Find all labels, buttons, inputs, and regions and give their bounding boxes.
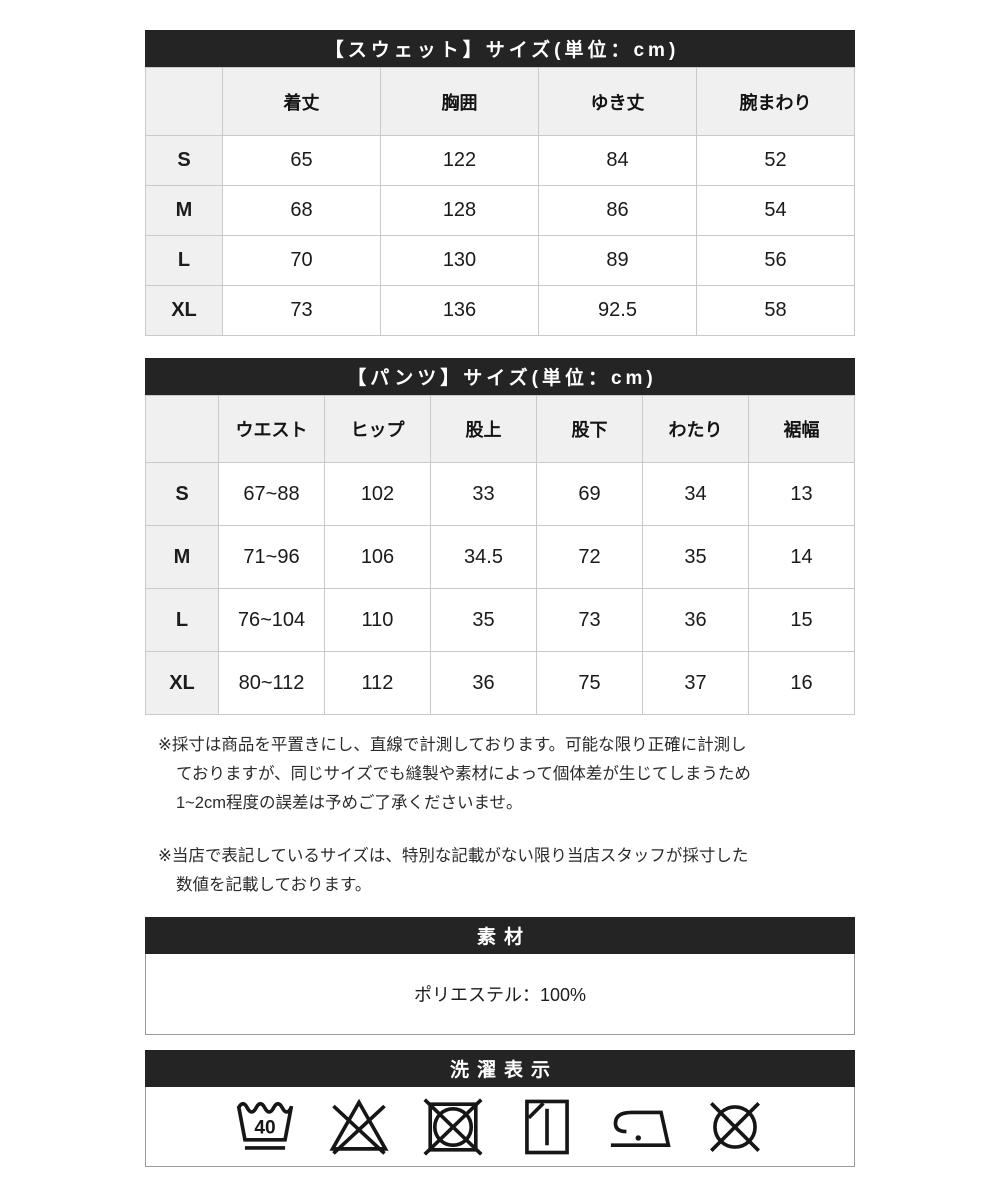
size-value: 13 [748,462,855,526]
size-row-label: L [145,235,223,286]
material-section: 素材 ポリエステル：100% [145,917,855,1035]
size-value: 67~88 [218,462,325,526]
size-value: 110 [324,588,431,652]
size-value: 102 [324,462,431,526]
size-value: 76~104 [218,588,325,652]
size-value: 136 [380,285,539,336]
size-value: 69 [536,462,643,526]
column-header: 胸囲 [380,67,539,136]
measurement-note-1: ※採寸は商品を平置きにし、直線で計測しております。可能な限り正確に計測し ており… [158,731,855,818]
size-value: 106 [324,525,431,589]
column-header: ゆき丈 [538,67,697,136]
sweat-size-section: 【スウェット】サイズ(単位：cm) 着丈 胸囲 ゆき丈 腕まわり S 65 [145,30,855,336]
size-value: 58 [696,285,855,336]
iron-low-heat-icon [608,1096,674,1158]
size-row-label: S [145,135,223,186]
size-value: 71~96 [218,525,325,589]
sweat-header-row: 着丈 胸囲 ゆき丈 腕まわり [145,67,855,136]
note-line: 1~2cm程度の誤差は予めご了承くださいませ。 [176,794,523,812]
table-row: S 67~88 102 33 69 34 13 [145,462,855,526]
wash-40-mild-icon: 40 [232,1096,298,1158]
column-header: 着丈 [222,67,381,136]
column-header: ヒップ [324,395,431,463]
size-value: 14 [748,525,855,589]
do-not-dry-clean-icon [702,1096,768,1158]
svg-text:40: 40 [254,1117,275,1138]
note-line: ※採寸は商品を平置きにし、直線で計測しております。可能な限り正確に計測し [158,736,747,754]
pants-size-table: ウエスト ヒップ 股上 股下 わたり 裾幅 S 67~88 102 33 69 [145,395,855,715]
measurement-note-2: ※当店で表記しているサイズは、特別な記載がない限り当店スタッフが採寸した 数値を… [158,842,855,900]
care-title-bar: 洗濯表示 [145,1050,855,1087]
do-not-tumble-dry-icon [420,1096,486,1158]
line-dry-in-shade-icon [514,1096,580,1158]
size-value: 68 [222,185,381,236]
size-row-label: M [145,525,219,589]
size-value: 56 [696,235,855,286]
size-row-label: XL [145,285,223,336]
corner-cell [145,67,223,136]
material-title-bar: 素材 [145,917,855,954]
size-value: 35 [642,525,749,589]
pants-table-title-bar: 【パンツ】サイズ(単位：cm) [145,358,855,395]
content-column: 【スウェット】サイズ(単位：cm) 着丈 胸囲 ゆき丈 腕まわり S 65 [145,0,855,1167]
size-row-label: S [145,462,219,526]
table-row: L 70 130 89 56 [145,235,855,286]
table-row: L 76~104 110 35 73 36 15 [145,588,855,652]
size-value: 112 [324,651,431,715]
table-row: M 68 128 86 54 [145,185,855,236]
pants-size-section: 【パンツ】サイズ(単位：cm) ウエスト ヒップ 股上 股下 わたり 裾幅 [145,358,855,715]
size-value: 37 [642,651,749,715]
size-value: 92.5 [538,285,697,336]
do-not-bleach-icon [326,1096,392,1158]
size-value: 36 [642,588,749,652]
size-value: 73 [222,285,381,336]
column-header: わたり [642,395,749,463]
size-value: 122 [380,135,539,186]
note-line: 数値を記載しております。 [176,876,372,894]
size-value: 84 [538,135,697,186]
size-value: 75 [536,651,643,715]
size-value: 89 [538,235,697,286]
corner-cell [145,395,219,463]
column-header: 股上 [430,395,537,463]
sweat-size-table: 着丈 胸囲 ゆき丈 腕まわり S 65 122 84 52 [145,67,855,336]
table-row: M 71~96 106 34.5 72 35 14 [145,525,855,589]
note-line: ※当店で表記しているサイズは、特別な記載がない限り当店スタッフが採寸した [158,847,749,865]
note-line: ておりますが、同じサイズでも縫製や素材によって個体差が生じてしまうため [176,765,751,783]
size-value: 73 [536,588,643,652]
size-value: 16 [748,651,855,715]
table-row: XL 73 136 92.5 58 [145,285,855,336]
size-value: 130 [380,235,539,286]
size-value: 72 [536,525,643,589]
care-symbols-row: 40 [146,1087,854,1166]
size-value: 86 [538,185,697,236]
pants-header-row: ウエスト ヒップ 股上 股下 わたり 裾幅 [145,395,855,463]
table-row: S 65 122 84 52 [145,135,855,186]
column-header: ウエスト [218,395,325,463]
sweat-table-title-bar: 【スウェット】サイズ(単位：cm) [145,30,855,67]
size-value: 34 [642,462,749,526]
column-header: 腕まわり [696,67,855,136]
size-value: 36 [430,651,537,715]
size-value: 80~112 [218,651,325,715]
size-row-label: XL [145,651,219,715]
size-value: 128 [380,185,539,236]
column-header: 裾幅 [748,395,855,463]
size-value: 52 [696,135,855,186]
size-value: 70 [222,235,381,286]
table-row: XL 80~112 112 36 75 37 16 [145,651,855,715]
size-row-label: M [145,185,223,236]
material-value: ポリエステル：100% [146,954,854,1034]
size-value: 65 [222,135,381,186]
size-row-label: L [145,588,219,652]
size-value: 33 [430,462,537,526]
size-value: 34.5 [430,525,537,589]
column-header: 股下 [536,395,643,463]
size-value: 15 [748,588,855,652]
size-value: 35 [430,588,537,652]
care-label-section: 洗濯表示 40 [145,1050,855,1167]
size-value: 54 [696,185,855,236]
